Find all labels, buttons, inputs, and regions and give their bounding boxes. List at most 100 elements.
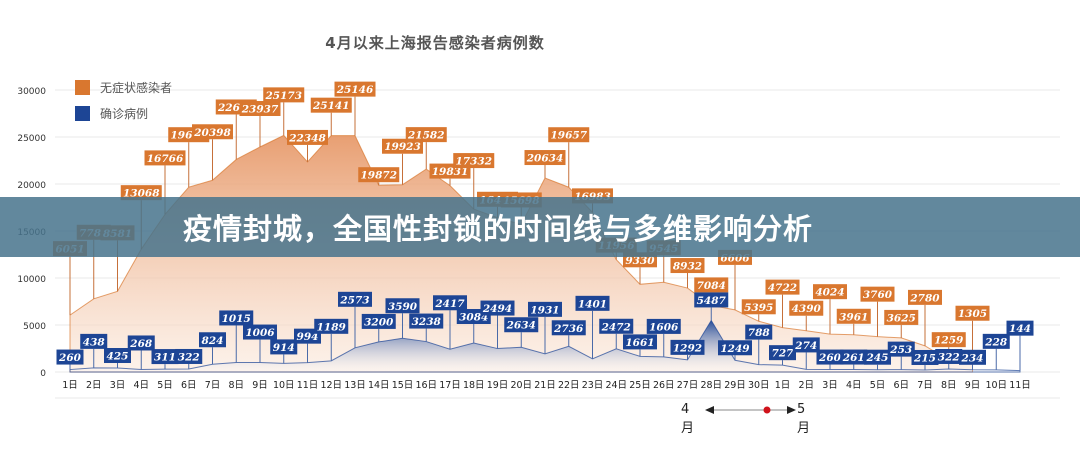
x-tick-label: 9日 <box>965 380 981 391</box>
svg-text:16766: 16766 <box>147 153 184 165</box>
x-tick-label: 10日 <box>985 380 1007 391</box>
chart-legend: 无症状感染者 确诊病例 <box>75 74 172 126</box>
svg-text:22348: 22348 <box>288 132 326 144</box>
svg-text:4390: 4390 <box>792 303 822 315</box>
data-label-confirmed <box>575 295 610 311</box>
svg-text:994: 994 <box>297 331 319 343</box>
data-label-confirmed <box>433 295 467 311</box>
data-label-confirmed <box>127 335 155 351</box>
data-label-confirmed <box>504 317 539 333</box>
x-tick-label: 23日 <box>582 380 604 391</box>
data-label-confirmed <box>935 348 963 364</box>
svg-text:21582: 21582 <box>407 130 445 142</box>
svg-text:1305: 1305 <box>958 308 987 320</box>
x-tick-label: 7日 <box>205 380 221 391</box>
data-label-asymptomatic <box>453 153 495 169</box>
x-tick-label: 3日 <box>110 380 126 391</box>
arrow-left-icon <box>705 406 714 414</box>
x-tick-label: 6日 <box>181 380 197 391</box>
data-label-asymptomatic <box>524 150 566 166</box>
svg-text:3760: 3760 <box>863 289 893 301</box>
legend-label: 确诊病例 <box>100 106 149 121</box>
x-tick-label: 21日 <box>534 380 556 391</box>
svg-text:3200: 3200 <box>364 316 394 328</box>
svg-text:260: 260 <box>58 352 82 364</box>
svg-text:2472: 2472 <box>601 321 631 333</box>
data-label-asymptomatic <box>382 138 423 154</box>
svg-text:1189: 1189 <box>317 321 347 333</box>
svg-text:268: 268 <box>129 338 153 350</box>
legend-item-asymptomatic: 无症状感染者 <box>75 74 172 100</box>
x-tick-label: 27日 <box>677 380 699 391</box>
headline-banner: 疫情封城，全国性封锁的时间线与多维影响分析 <box>0 197 1080 257</box>
legend-swatch-orange <box>75 79 90 95</box>
x-tick-label: 16日 <box>415 380 437 391</box>
data-label-asymptomatic <box>860 286 895 302</box>
x-tick-label: 7日 <box>917 380 933 391</box>
data-label-asymptomatic <box>836 308 871 324</box>
data-label-confirmed <box>385 298 420 314</box>
svg-text:727: 727 <box>772 348 795 360</box>
data-label-confirmed <box>219 310 254 326</box>
x-tick-label: 26日 <box>653 380 675 391</box>
data-label-confirmed <box>528 301 562 317</box>
legend-label: 无症状感染者 <box>100 80 173 95</box>
data-label-confirmed <box>599 318 634 334</box>
data-label-confirmed <box>982 333 1010 349</box>
data-label-asymptomatic <box>789 300 824 316</box>
data-label-asymptomatic <box>120 185 162 201</box>
data-label-confirmed <box>959 349 986 365</box>
data-label-asymptomatic <box>908 289 942 305</box>
svg-text:19831: 19831 <box>432 166 469 178</box>
x-tick-label: 1日 <box>62 380 78 391</box>
data-label-confirmed <box>56 349 84 365</box>
data-label-asymptomatic <box>931 332 966 348</box>
x-tick-label: 1日 <box>775 380 791 391</box>
data-label-asymptomatic <box>334 81 376 97</box>
data-label-confirmed <box>694 292 729 308</box>
x-tick-label: 2日 <box>798 380 814 391</box>
svg-text:25146: 25146 <box>336 84 374 96</box>
x-tick-label: 20日 <box>510 380 532 391</box>
svg-text:5487: 5487 <box>697 295 727 307</box>
data-label-asymptomatic <box>358 167 400 183</box>
svg-text:322: 322 <box>178 351 200 363</box>
headline-text: 疫情封城，全国性封锁的时间线与多维影响分析 <box>183 212 814 246</box>
svg-text:914: 914 <box>273 342 295 354</box>
data-label-asymptomatic <box>405 127 447 143</box>
svg-text:274: 274 <box>794 340 817 352</box>
data-label-confirmed <box>718 340 752 356</box>
x-tick-label: 4日 <box>133 380 149 391</box>
data-label-confirmed <box>409 313 444 329</box>
x-tick-label: 12日 <box>320 380 342 391</box>
data-label-confirmed <box>151 349 179 365</box>
svg-text:19872: 19872 <box>360 170 397 182</box>
svg-text:19923: 19923 <box>384 141 421 153</box>
x-tick-label: 19日 <box>487 380 509 391</box>
svg-text:4722: 4722 <box>768 282 797 294</box>
svg-text:17332: 17332 <box>455 156 492 168</box>
x-tick-label: 5日 <box>157 380 173 391</box>
svg-text:260: 260 <box>818 352 842 364</box>
svg-text:4024: 4024 <box>815 287 844 299</box>
x-tick-label: 15日 <box>392 380 414 391</box>
x-tick-label: 30日 <box>748 380 770 391</box>
svg-text:19657: 19657 <box>550 130 587 142</box>
svg-text:5395: 5395 <box>744 302 773 314</box>
x-tick-label: 10日 <box>273 380 295 391</box>
svg-text:9330: 9330 <box>625 255 655 267</box>
svg-text:311: 311 <box>154 352 176 364</box>
data-label-confirmed <box>887 341 915 357</box>
chart-title: 4月以来上海报告感染者病例数 <box>325 34 545 52</box>
data-label-asymptomatic <box>239 100 281 116</box>
x-tick-label: 5日 <box>870 380 886 391</box>
svg-text:1292: 1292 <box>673 342 702 354</box>
data-label-confirmed <box>623 334 657 350</box>
svg-text:3590: 3590 <box>388 301 418 313</box>
data-label-confirmed <box>338 291 372 307</box>
svg-text:824: 824 <box>202 335 224 347</box>
svg-text:20398: 20398 <box>193 127 231 139</box>
svg-text:23937: 23937 <box>241 103 279 115</box>
x-tick-label: 18日 <box>463 380 485 391</box>
svg-text:3625: 3625 <box>887 312 916 324</box>
